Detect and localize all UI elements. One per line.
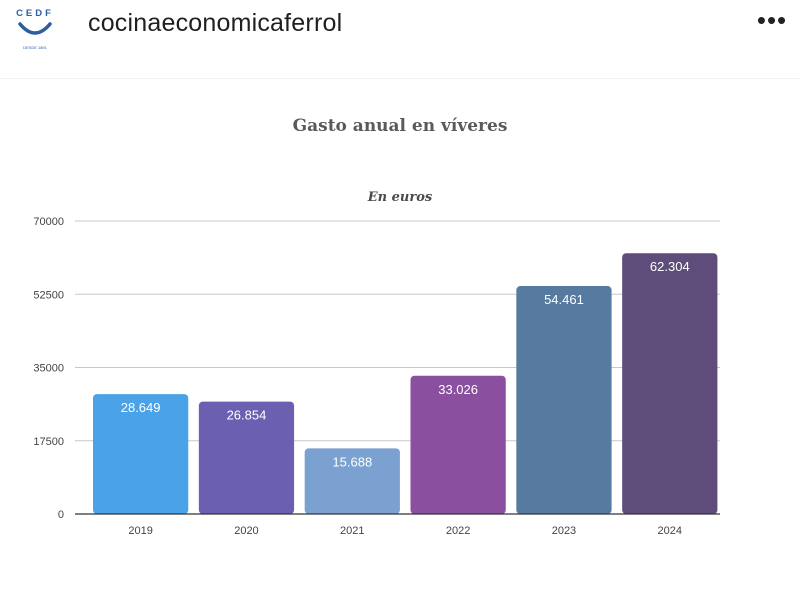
bar (516, 286, 612, 514)
x-tick-label: 2024 (658, 525, 682, 537)
y-tick-label: 17500 (33, 436, 64, 448)
avatar-logo-text: CEDF (16, 8, 54, 19)
header-divider (0, 78, 800, 79)
bar-value-label: 54.461 (544, 292, 584, 307)
bar-value-label: 28.649 (121, 400, 161, 415)
bar-value-label: 15.688 (332, 454, 372, 469)
bar (622, 253, 718, 514)
avatar[interactable]: CEDF DESDE 1891 (4, 2, 66, 56)
avatar-logo-subtext: DESDE 1891 (23, 45, 48, 50)
x-tick-label: 2023 (552, 525, 576, 537)
bar (410, 375, 506, 514)
y-tick-label: 0 (58, 509, 64, 521)
x-tick-label: 2022 (446, 525, 470, 537)
bar-value-label: 62.304 (650, 259, 690, 274)
x-tick-label: 2019 (128, 525, 152, 537)
chart-title: Gasto anual en víveres (292, 116, 508, 136)
bar (93, 394, 189, 514)
smile-icon (18, 22, 52, 35)
x-tick-label: 2020 (234, 525, 258, 537)
chart-subtitle: En euros (367, 190, 433, 205)
x-tick-label: 2021 (340, 525, 364, 537)
y-tick-label: 52500 (33, 289, 64, 301)
post-header: CEDF DESDE 1891 cocinaeconomicaferrol ••… (0, 0, 800, 56)
bar-value-label: 26.854 (227, 408, 267, 423)
y-tick-label: 70000 (33, 216, 64, 228)
y-tick-label: 35000 (33, 363, 64, 375)
bar (304, 448, 400, 514)
bar (198, 401, 295, 514)
more-options-icon[interactable]: ••• (756, 5, 788, 35)
username-link[interactable]: cocinaeconomicaferrol (88, 9, 343, 37)
bar-value-label: 33.026 (438, 382, 478, 397)
